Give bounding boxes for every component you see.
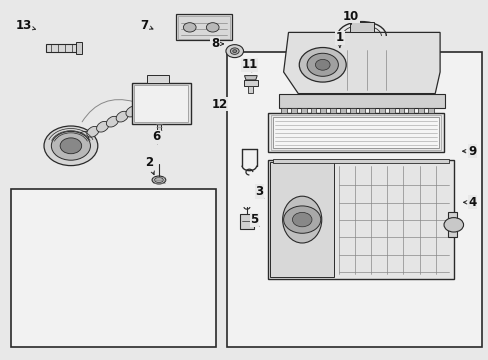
Bar [447,212,456,238]
Bar [248,86,253,93]
Circle shape [315,59,329,70]
Bar [272,117,438,148]
Ellipse shape [282,196,321,243]
Ellipse shape [97,121,108,132]
Circle shape [230,48,239,54]
Circle shape [232,50,236,53]
Polygon shape [283,32,439,94]
Bar [134,85,188,122]
Polygon shape [278,94,444,108]
Polygon shape [281,108,286,113]
Polygon shape [359,108,365,113]
Bar [176,14,232,40]
Bar [132,83,190,124]
Ellipse shape [87,126,99,137]
Circle shape [283,206,320,233]
Circle shape [292,212,311,227]
Polygon shape [329,108,335,113]
Circle shape [299,48,346,82]
Text: 11: 11 [241,58,257,72]
Bar [76,42,81,54]
Bar [11,189,216,347]
Polygon shape [320,108,325,113]
Text: 10: 10 [342,10,359,24]
Ellipse shape [154,177,163,183]
Ellipse shape [126,106,138,117]
Bar [239,214,254,229]
Bar [46,44,78,52]
Text: 3: 3 [255,185,264,198]
Bar [270,162,333,277]
Bar [146,75,168,83]
Text: 12: 12 [211,98,227,111]
Polygon shape [427,108,433,113]
Circle shape [443,217,463,232]
Bar [227,52,481,347]
Circle shape [51,131,90,160]
Bar [349,22,373,32]
Circle shape [206,23,219,32]
Bar [272,159,448,163]
Bar [155,97,163,102]
Bar [178,16,229,39]
Polygon shape [398,108,404,113]
Circle shape [60,138,81,154]
Text: 6: 6 [152,130,160,144]
Polygon shape [349,108,355,113]
Bar [243,80,258,86]
Text: 13: 13 [15,19,36,32]
Circle shape [306,53,338,76]
Polygon shape [407,108,413,113]
Polygon shape [339,108,345,113]
Circle shape [225,45,243,58]
Polygon shape [244,76,257,80]
Ellipse shape [152,176,165,184]
Polygon shape [388,108,394,113]
Bar [157,101,161,130]
Text: 8: 8 [210,37,223,50]
Polygon shape [378,108,384,113]
Bar [270,115,440,150]
Ellipse shape [116,111,128,122]
Text: 9: 9 [462,145,476,158]
Circle shape [183,23,196,32]
Polygon shape [290,108,296,113]
Bar [267,160,453,279]
Text: 5: 5 [250,213,259,226]
Text: 7: 7 [140,19,153,32]
Circle shape [44,126,98,166]
Polygon shape [310,108,316,113]
Text: 4: 4 [463,196,476,209]
Ellipse shape [106,116,118,127]
Text: 2: 2 [145,156,154,175]
Polygon shape [417,108,423,113]
Text: 1: 1 [335,31,343,48]
Polygon shape [368,108,374,113]
Bar [267,113,443,152]
Polygon shape [300,108,306,113]
Ellipse shape [77,131,89,142]
